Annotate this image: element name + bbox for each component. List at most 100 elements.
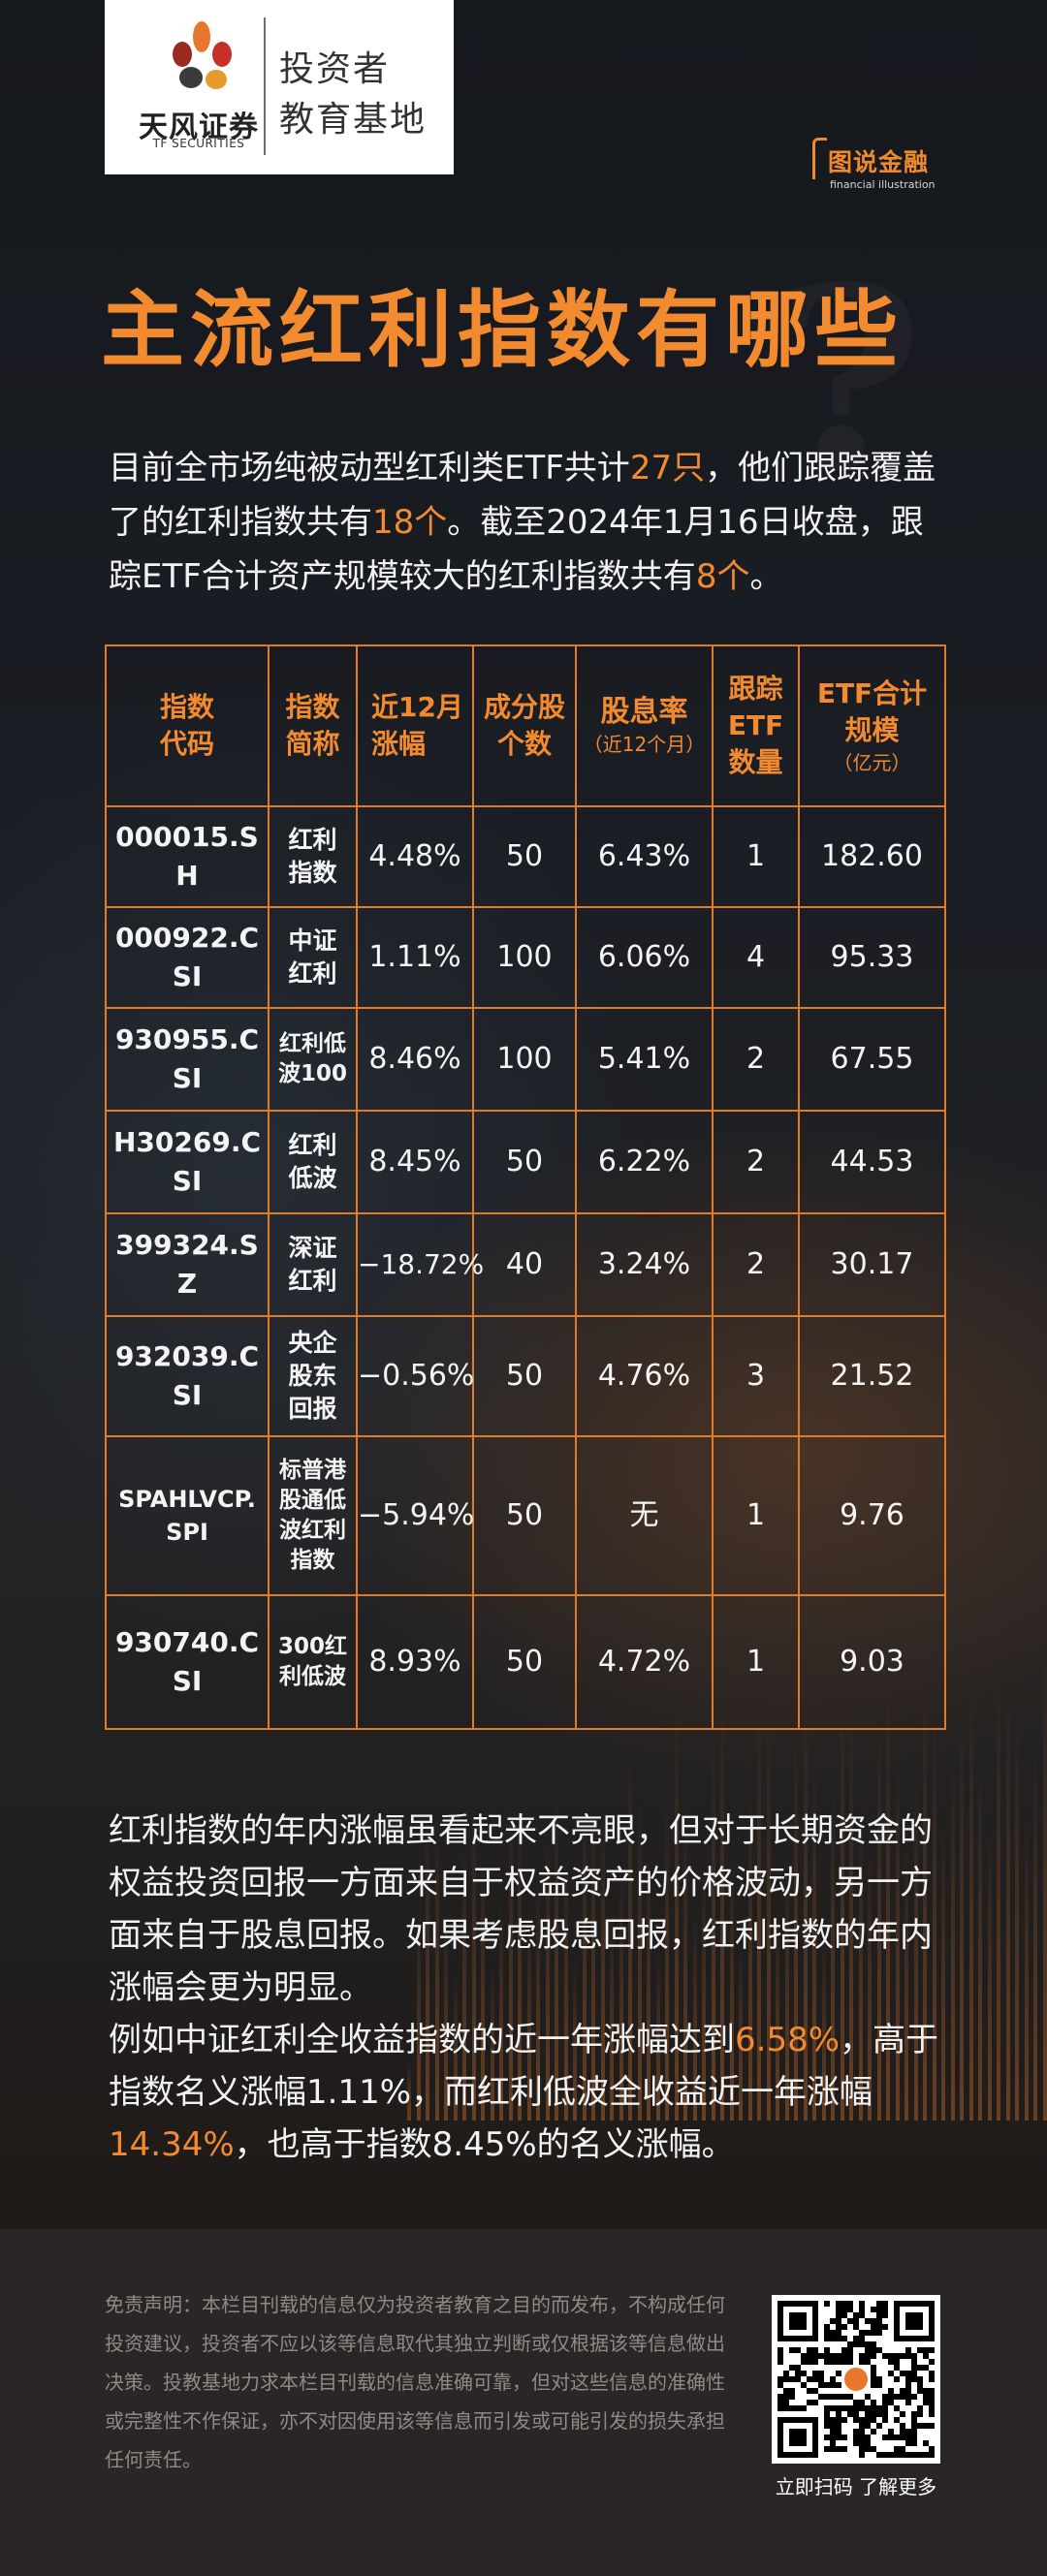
header-code-label: 指数代码: [159, 691, 214, 760]
cell-etf-count: 2: [712, 1110, 800, 1214]
cell-scale: 9.03: [798, 1594, 946, 1730]
body-text: ，也高于指数8.45%的名义涨幅。: [234, 2125, 735, 2164]
decoration-bar: [895, 1761, 900, 2120]
header-change-label: 近12月涨幅: [371, 691, 463, 760]
decoration-bar: [619, 1872, 623, 2120]
decoration-bar: [526, 1910, 531, 2120]
body-text: 例如中证红利全收益指数的近一年涨幅达到: [109, 2021, 735, 2059]
table-row: SPAHLVCP.SPI 标普港股通低波红利指数 −5.94% 50 无 1 9.76: [105, 1435, 946, 1596]
decoration-bar: [610, 1909, 614, 2120]
cell-change: 8.46%: [356, 1007, 474, 1112]
cell-change: −0.56%: [356, 1315, 474, 1437]
decoration-bar: [655, 1951, 660, 2120]
header-scale-label: ETF合计规模: [816, 677, 928, 746]
cell-constituents: 40: [472, 1212, 577, 1317]
logo-subtitle-line2: 教育基地: [279, 100, 428, 140]
cell-constituents: 100: [472, 906, 577, 1009]
cell-constituents: 50: [472, 1110, 577, 1214]
background-bars-decoration: [0, 1617, 1047, 2120]
decoration-bar: [490, 1966, 494, 2120]
badge-frame: [812, 138, 827, 179]
cell-etf-count: 1: [712, 805, 800, 908]
table-row: H30269.CSI 红利低波 8.45% 50 6.22% 2 44.53: [105, 1110, 946, 1214]
intro-text: 。截至2024年1月16日收盘，跟踪ETF合计资产规模较大的红利指数共有: [109, 503, 924, 596]
header-yield-label: 股息率: [600, 695, 688, 729]
decoration-bar: [840, 1701, 844, 2120]
logo-divider: [264, 17, 266, 155]
decoration-bar: [555, 1797, 558, 2120]
decoration-bar: [628, 1744, 632, 2120]
header-name: 指数简称: [268, 644, 358, 807]
cell-constituents: 50: [472, 1594, 577, 1730]
cell-name: 300红利低波: [268, 1594, 358, 1730]
intro-text: 。: [749, 557, 783, 596]
decoration-bar: [499, 1898, 503, 2120]
cell-change: 4.48%: [356, 805, 474, 908]
cell-yield: 6.22%: [575, 1110, 714, 1214]
cell-scale: 182.60: [798, 805, 946, 908]
header-name-label: 指数简称: [285, 691, 340, 760]
cell-constituents: 50: [472, 1315, 577, 1437]
decoration-bar: [729, 1851, 734, 2120]
decoration-bar: [932, 1716, 936, 2120]
cell-code: 932039.CSI: [105, 1315, 270, 1437]
body-text: ，高于指数名义涨幅1.11%，而红利低波全收益近一年涨幅: [109, 2021, 939, 2112]
intro-paragraph: 目前全市场纯被动型红利类ETF共计27只，他们跟踪覆盖了的红利指数共有18个。截…: [109, 441, 952, 604]
body-paragraph-1: 红利指数的年内涨幅虽看起来不亮眼，但对于长期资金的权益投资回报一方面来自于权益资…: [109, 1811, 933, 2007]
cell-etf-count: 2: [712, 1007, 800, 1112]
decoration-bar: [876, 1727, 881, 2120]
cell-name: 深证红利: [268, 1212, 358, 1317]
body-highlight: 14.34%: [109, 2125, 235, 2164]
column-badge: 图说金融 financial illustration: [812, 136, 944, 191]
disclaimer-text: 免责声明：本栏目刊载的信息仅为投资者教育之目的而发布，不构成任何投资建议，投资者…: [105, 2293, 725, 2471]
cell-constituents: 50: [472, 805, 577, 908]
qr-code-icon[interactable]: [772, 2295, 940, 2464]
question-mark-decoration: ?: [776, 233, 923, 528]
cell-yield: 5.41%: [575, 1007, 714, 1112]
decoration-bar: [960, 1721, 964, 2120]
cell-scale: 21.52: [798, 1315, 946, 1437]
cell-constituents: 100: [472, 1007, 577, 1112]
table-row: 000922.CSI 中证红利 1.11% 100 6.06% 4 95.33: [105, 906, 946, 1009]
decoration-bar: [757, 1706, 761, 2120]
header-yield-sub: （近12个月）: [583, 733, 706, 756]
body-highlight: 6.58%: [735, 2021, 841, 2059]
decoration-bar: [434, 1818, 439, 2120]
decoration-bar: [849, 1719, 853, 2120]
decoration-bar: [453, 1975, 458, 2120]
decoration-bar: [1033, 1747, 1037, 2120]
decoration-bar: [471, 1801, 476, 2120]
cell-scale: 44.53: [798, 1110, 946, 1214]
brand-name-en: TF SECURITIES: [152, 137, 245, 150]
cell-change: 8.93%: [356, 1594, 474, 1730]
decoration-bar: [481, 1856, 485, 2120]
decoration-bar: [968, 1692, 973, 2120]
decoration-bar: [950, 1754, 955, 2120]
decoration-bar: [1005, 1691, 1010, 2120]
decoration-bar: [536, 1880, 540, 2120]
cell-code: 930740.CSI: [105, 1594, 270, 1730]
cell-scale: 30.17: [798, 1212, 946, 1317]
decoration-bar: [518, 1816, 522, 2120]
decoration-bar: [978, 1760, 982, 2120]
cell-change: 1.11%: [356, 906, 474, 1009]
cell-change: −5.94%: [356, 1435, 474, 1596]
decoration-bar: [591, 1803, 595, 2120]
decoration-bar: [858, 1819, 863, 2120]
body-paragraphs: 红利指数的年内涨幅虽看起来不亮眼，但对于长期资金的权益投资回报一方面来自于权益资…: [109, 1805, 952, 2171]
decoration-bar: [426, 1812, 429, 2120]
cell-etf-count: 3: [712, 1315, 800, 1437]
decoration-bar: [821, 1935, 826, 2120]
decoration-bar: [407, 2062, 411, 2120]
decoration-bar: [692, 1908, 697, 2120]
decoration-bar: [747, 1789, 752, 2120]
cell-name: 红利指数: [268, 805, 358, 908]
decoration-bar: [739, 1943, 743, 2120]
decoration-bar: [784, 1857, 789, 2120]
intro-highlight: 18个: [372, 503, 448, 542]
table-header-row: 指数代码 指数简称 近12月涨幅 成分股个数 股息率 （近12个月） 跟踪ETF数…: [105, 644, 946, 807]
cell-code: SPAHLVCP.SPI: [105, 1435, 270, 1596]
decoration-bar: [563, 1854, 568, 2120]
decoration-bar: [573, 1959, 577, 2120]
